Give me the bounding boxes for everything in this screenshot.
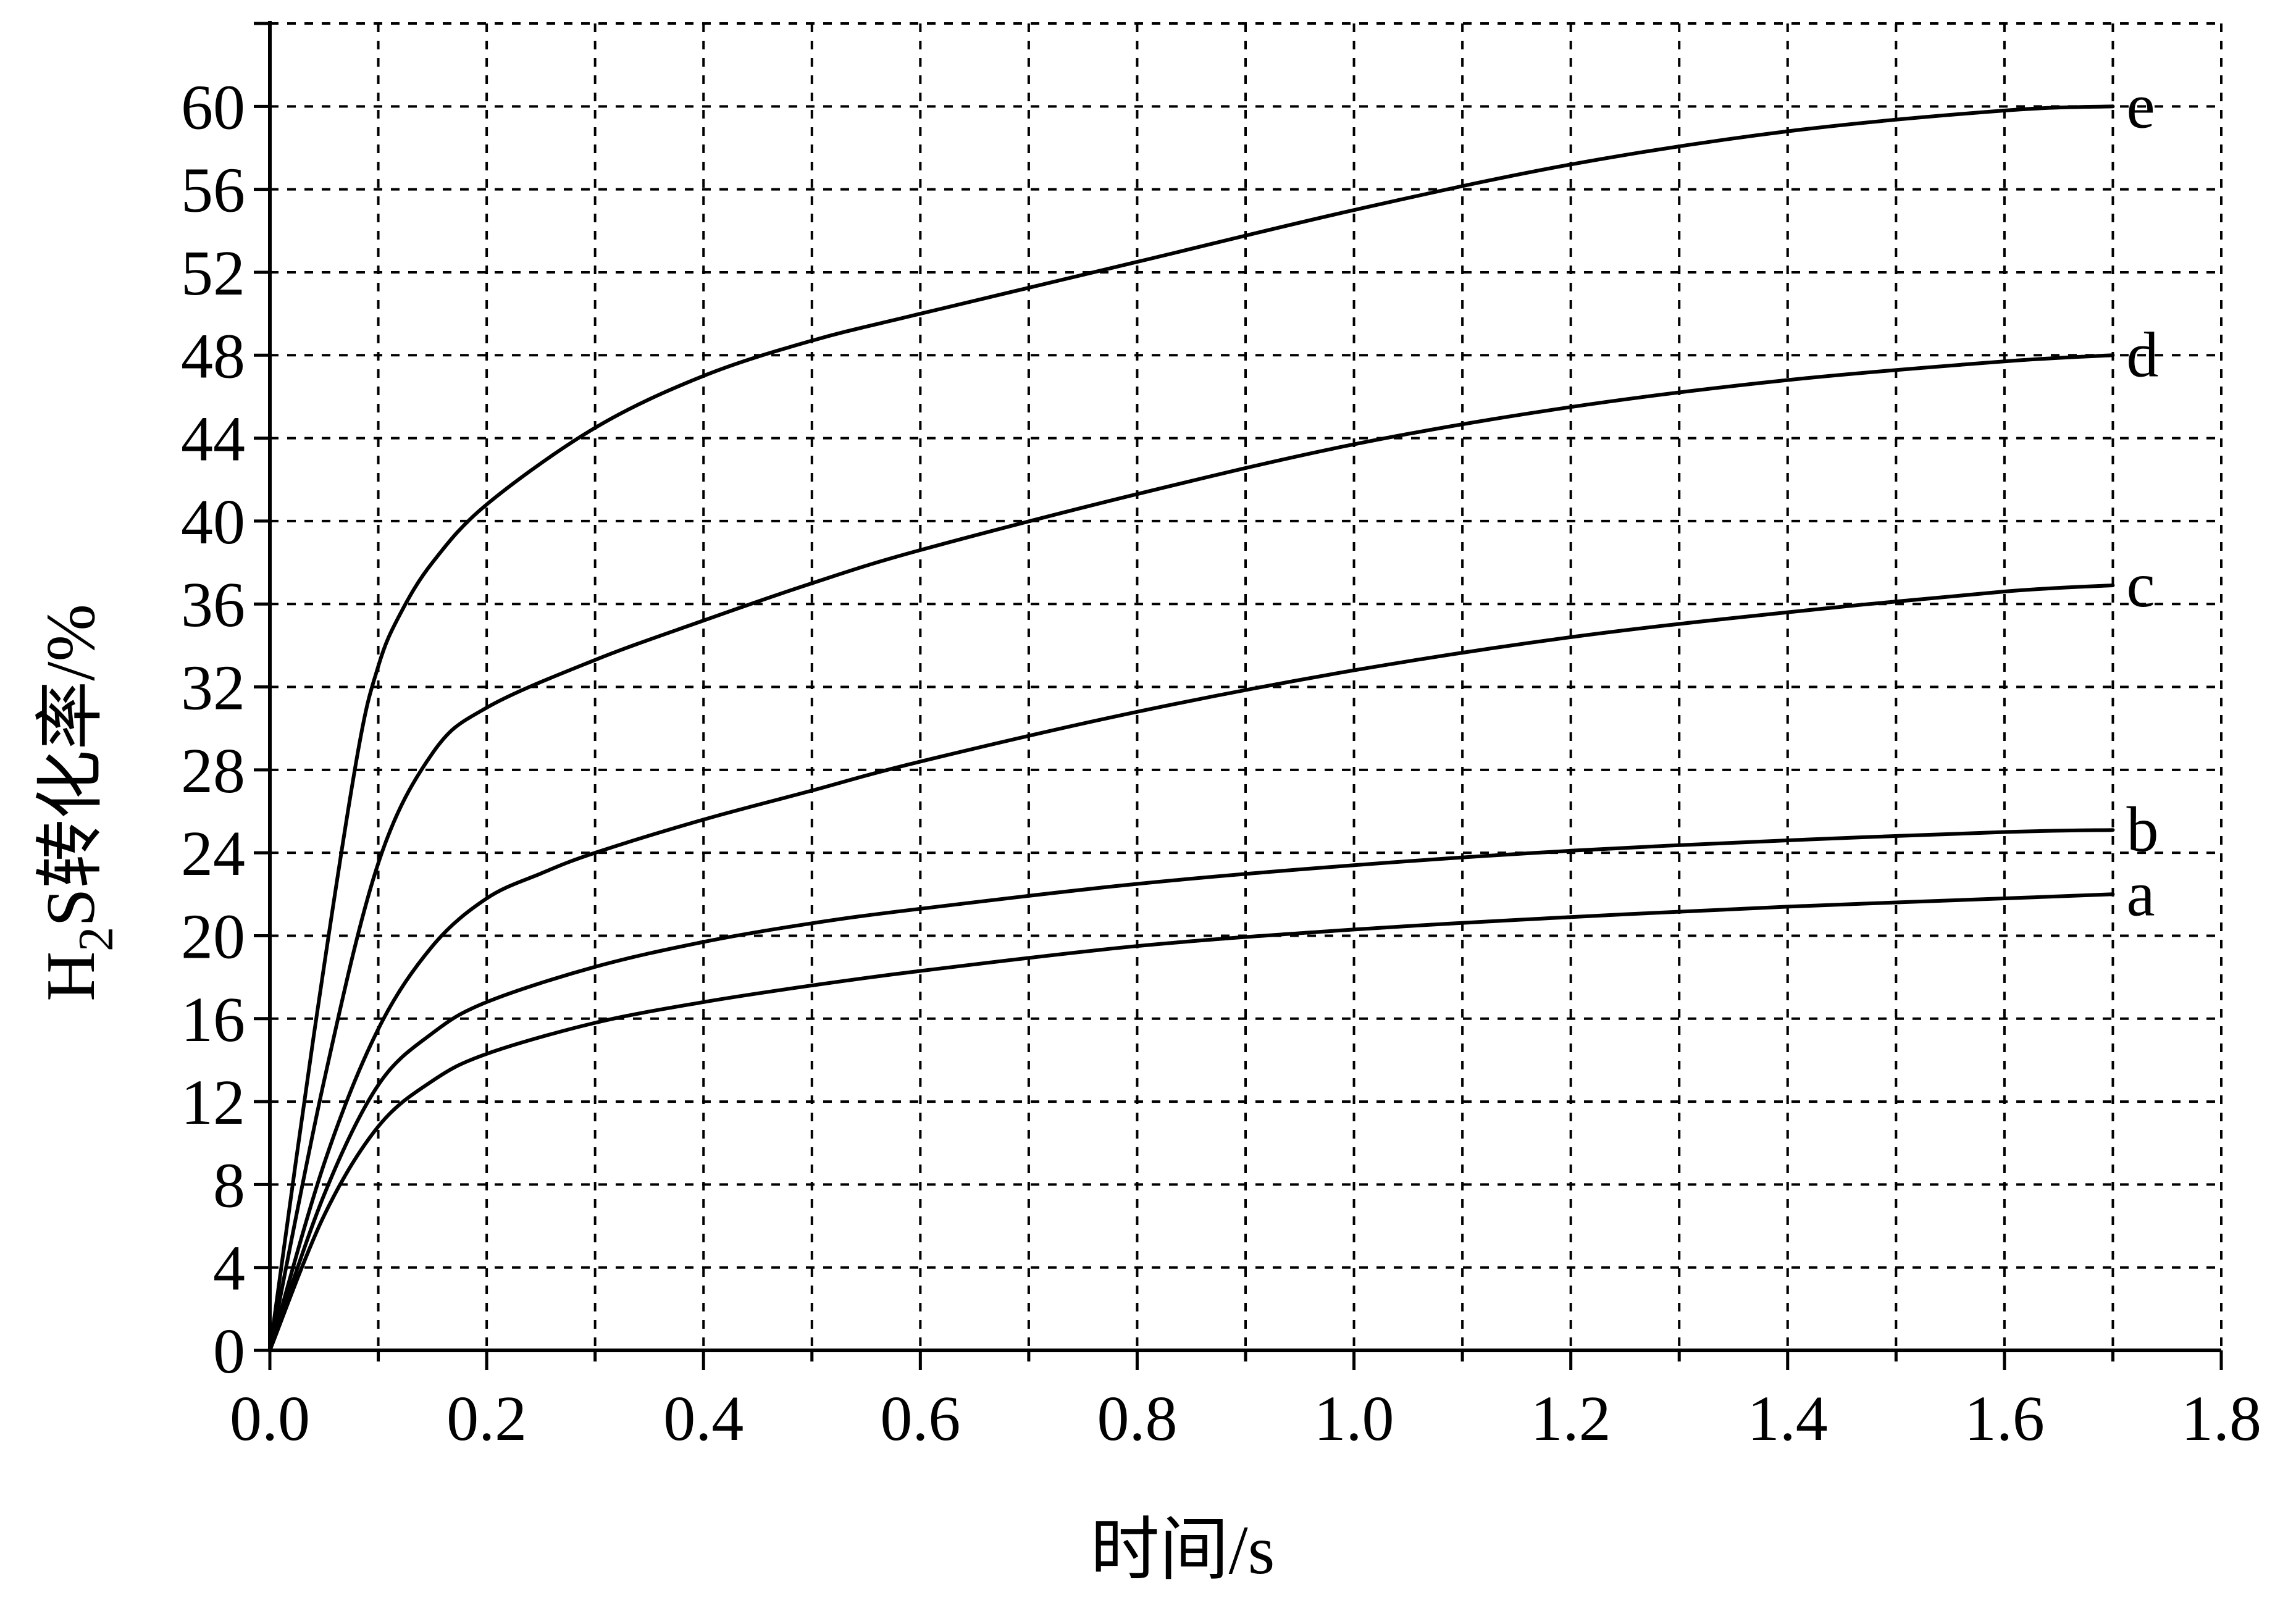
x-axis-title: 时间/s <box>1091 1512 1275 1589</box>
x-tick-label: 0.4 <box>663 1383 744 1454</box>
y-axis-title-part: S转化率/% <box>33 604 109 927</box>
x-tick-label: 1.8 <box>2181 1383 2261 1454</box>
y-tick-label: 48 <box>181 320 245 391</box>
x-tick-label: 0.0 <box>230 1383 310 1454</box>
y-axis-title-subscript: 2 <box>69 927 124 951</box>
y-tick-label: 36 <box>181 569 245 640</box>
labels: ab c d e <box>2126 70 2158 929</box>
series-line-c <box>268 583 2115 1352</box>
y-tick-label: 56 <box>181 155 245 226</box>
x-tick-label: 0.2 <box>446 1383 527 1454</box>
x-tick-label: 1.6 <box>1964 1383 2045 1454</box>
series-line-d <box>268 353 2115 1352</box>
series-line-b <box>268 828 2115 1352</box>
y-tick-label: 20 <box>181 901 245 972</box>
series-label-a: a <box>2126 858 2155 929</box>
x-tick-label: 0.8 <box>1097 1383 1177 1454</box>
y-tick-label: 52 <box>181 238 245 309</box>
y-tick-label: 4 <box>213 1233 245 1304</box>
y-tick-label: 60 <box>181 72 245 143</box>
series-label-d: d <box>2126 319 2158 390</box>
series-label-b: b <box>2126 794 2158 865</box>
x-tick-label: 1.2 <box>1531 1383 1611 1454</box>
y-axis-title-part: H <box>33 951 109 1002</box>
y-tick-label: 0 <box>213 1316 245 1387</box>
y-tick-label: 12 <box>181 1067 245 1138</box>
y-axis-title: H2S转化率/% <box>33 604 124 1002</box>
series-group <box>268 104 2115 1352</box>
y-tick-label: 28 <box>181 735 245 806</box>
y-tick-label: 32 <box>181 653 245 724</box>
x-tick-label: 1.4 <box>1748 1383 1828 1454</box>
series-line-e <box>268 104 2115 1352</box>
axes: 0.0 0.2 0.4 0.6 0.8 1.0 1.2 1.4 1.6 1.80481216202… <box>181 21 2261 1454</box>
y-tick-label: 24 <box>181 818 245 889</box>
series-label-e: e <box>2126 70 2155 141</box>
x-tick-label: 0.6 <box>880 1383 960 1454</box>
y-tick-label: 40 <box>181 487 245 558</box>
y-tick-label: 44 <box>181 404 245 475</box>
y-tick-label: 8 <box>213 1150 245 1221</box>
series-label-c: c <box>2126 550 2155 621</box>
y-tick-label: 16 <box>181 984 245 1055</box>
grid <box>270 22 2223 1350</box>
series-line-a <box>268 892 2115 1352</box>
x-tick-label: 1.0 <box>1314 1383 1394 1454</box>
y-axis-title-group: H2S转化率/% <box>33 604 124 1002</box>
